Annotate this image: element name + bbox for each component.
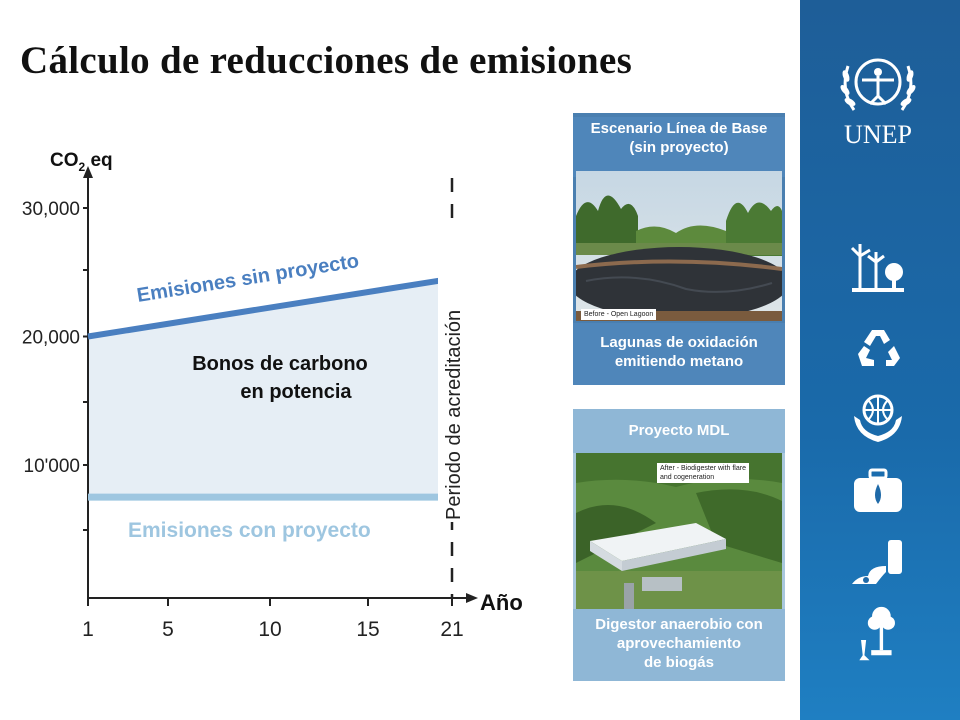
baseline-header-line2: (sin proyecto) xyxy=(629,139,729,156)
project-photo-caption: After - Biodigester with flare and cogen… xyxy=(657,463,749,483)
series-line-sin-proyecto xyxy=(87,275,453,340)
x-axis-arrow xyxy=(466,593,478,603)
crediting-period-label-bg xyxy=(438,230,466,522)
recycle-icon xyxy=(858,330,900,366)
project-footer-line1: Digestor anaerobio con xyxy=(595,616,763,633)
spill-barrel-icon xyxy=(852,540,902,584)
x-tick-label: 10 xyxy=(258,618,281,641)
y-tick-label: 30,000 xyxy=(22,199,80,220)
unep-emblem-icon xyxy=(840,58,916,111)
series-label-con-proyecto: Emisiones con proyecto xyxy=(128,519,371,542)
y-axis-title: CO2 eq xyxy=(50,150,113,174)
first-aid-kit-icon xyxy=(854,468,902,512)
unep-logo-text: UNEP xyxy=(844,120,912,149)
baseline-photo-caption: Before - Open Lagoon xyxy=(581,309,657,320)
baseline-header-line1: Escenario Línea de Base xyxy=(590,120,768,137)
y-tick-label: 10'000 xyxy=(24,456,80,477)
hands-globe-icon xyxy=(854,394,902,442)
x-tick-label: 21 xyxy=(440,618,463,641)
x-tick-label: 1 xyxy=(82,618,94,641)
project-card-footer: Digestor anaerobio con aprovechamiento d… xyxy=(573,609,785,681)
baseline-card-header: Escenario Línea de Base (sin proyecto) xyxy=(573,117,785,177)
lagoon-photo xyxy=(576,171,782,321)
x-tick-label: 5 xyxy=(162,618,174,641)
baseline-footer-line2: emitiendo metano xyxy=(614,353,744,370)
x-axis-title: Año xyxy=(480,590,523,615)
wind-tree-icon xyxy=(850,244,904,292)
y-axis-arrow xyxy=(83,166,93,178)
project-card-header: Proyecto MDL xyxy=(573,409,785,453)
baseline-card: Escenario Línea de Base (sin proyecto) B… xyxy=(573,113,785,385)
tree-chemical-icon xyxy=(859,606,895,661)
unep-sidebar xyxy=(800,0,960,720)
carbon-credits-area xyxy=(88,278,452,498)
y-tick-label: 20,000 xyxy=(22,328,80,349)
project-footer-line2: aprovechamiento xyxy=(616,635,742,652)
project-caption-line1: After - Biodigester with flare xyxy=(660,465,746,472)
project-caption-line2: and cogeneration xyxy=(660,474,715,481)
project-footer-line3: de biogás xyxy=(643,654,714,671)
baseline-footer-line1: Lagunas de oxidación xyxy=(600,334,758,351)
x-tick-label: 15 xyxy=(356,618,379,641)
area-label-line1: Bonos de carbono xyxy=(192,353,368,375)
area-label-line2: en potencia xyxy=(240,381,352,403)
baseline-card-footer: Lagunas de oxidación emitiendo metano xyxy=(573,323,785,385)
crediting-period-label: Periodo de acreditación xyxy=(443,310,465,520)
project-card: Proyecto MDL After - Biodigester with fl… xyxy=(573,409,785,681)
page-title: Cálculo de reducciones de emisiones xyxy=(20,39,633,82)
